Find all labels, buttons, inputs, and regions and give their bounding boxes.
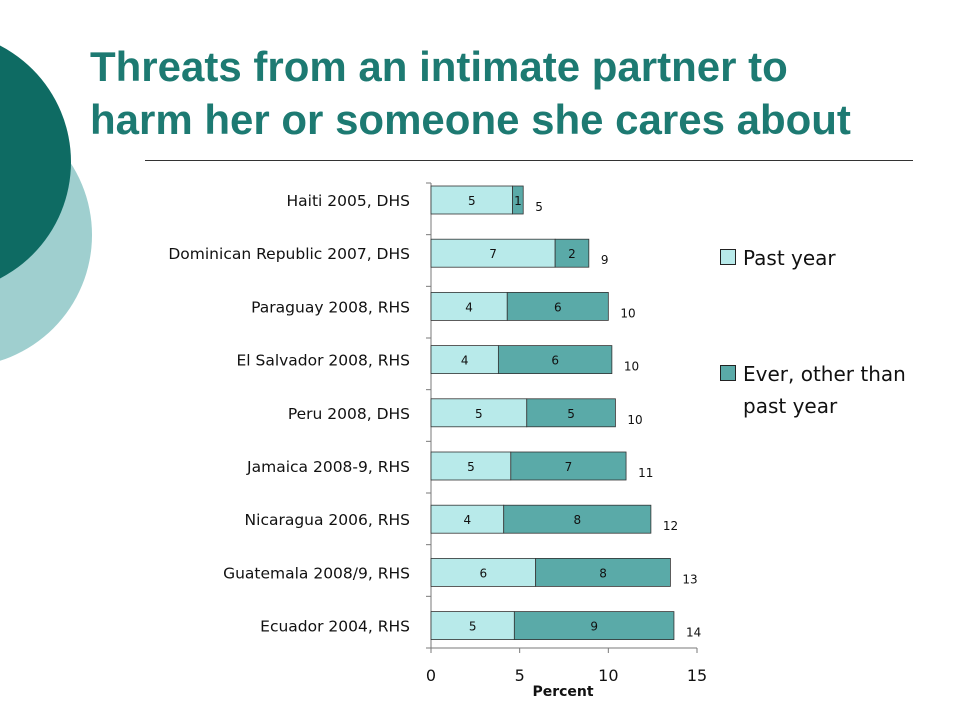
category-label: Guatemala 2008/9, RHS [223, 564, 410, 582]
bar-ever [513, 611, 675, 640]
bar-label-ever: 8 [573, 513, 581, 527]
bar-total-label: 10 [620, 306, 635, 320]
category-label: Peru 2008, DHS [288, 405, 410, 423]
bar-label-past-year: 5 [469, 620, 477, 634]
bar-past-year [430, 345, 499, 375]
x-tick-label: 10 [598, 666, 618, 685]
bar-total-label: 5 [535, 200, 543, 214]
legend-swatch-ever [720, 365, 736, 381]
bar-ever [510, 451, 627, 481]
bar-label-past-year: 6 [479, 566, 487, 580]
bar-total-label: 9 [601, 253, 609, 267]
legend-label-ever: Ever, other than past year [743, 362, 906, 418]
bar-total-label: 12 [663, 519, 678, 533]
title-line-2: harm her or someone she cares about [90, 96, 851, 143]
bar-label-past-year: 5 [467, 460, 475, 474]
bar-past-year [430, 451, 512, 481]
bar-label-past-year: 5 [475, 407, 483, 421]
bar-label-past-year: 4 [464, 513, 472, 527]
legend-item-past-year: Past year [720, 242, 953, 274]
bar-total-label: 10 [624, 360, 639, 374]
bar-label-ever: 6 [554, 300, 562, 314]
bar-ever [512, 185, 524, 215]
bar-label-past-year: 4 [461, 354, 469, 368]
title-line-1: Threats from an intimate partner to [90, 43, 788, 90]
legend-swatch-past-year [720, 249, 736, 265]
bar-ever [506, 291, 609, 321]
bar-label-ever: 9 [590, 620, 598, 634]
bar-ever [526, 398, 616, 428]
bar-past-year [430, 504, 505, 534]
legend-item-ever: Ever, other than past year [720, 358, 953, 422]
bar-ever [497, 345, 613, 375]
bar-total-label: 14 [686, 626, 701, 640]
title-divider [145, 160, 913, 161]
bar-label-past-year: 4 [465, 300, 473, 314]
x-tick-label: 5 [515, 666, 525, 685]
decorative-shapes [0, 45, 92, 361]
bar-ever [503, 504, 652, 534]
bar-ever [535, 558, 671, 587]
bar-total-label: 13 [682, 572, 697, 586]
bar-total-label: 10 [627, 413, 642, 427]
category-label: Haiti 2005, DHS [286, 192, 410, 210]
x-tick-label: 0 [426, 666, 436, 685]
bar-past-year [430, 398, 528, 428]
category-label: Paraguay 2008, RHS [251, 298, 410, 316]
x-axis-label: Percent [532, 684, 593, 700]
category-label: Nicaragua 2006, RHS [245, 511, 410, 529]
bar-ever [554, 238, 590, 268]
bar-label-ever: 7 [565, 460, 573, 474]
bar-total-label: 11 [638, 466, 653, 480]
category-label: Ecuador 2004, RHS [260, 618, 410, 636]
bar-label-ever: 6 [551, 354, 559, 368]
bar-past-year [430, 238, 556, 268]
category-label: Dominican Republic 2007, DHS [168, 245, 410, 263]
bar-label-past-year: 7 [489, 247, 497, 261]
bar-past-year [430, 291, 508, 321]
bar-label-ever: 1 [514, 194, 522, 208]
bar-label-past-year: 5 [468, 194, 476, 208]
slide-title: Threats from an intimate partner to harm… [90, 40, 940, 146]
decorative-circle-dark [0, 45, 71, 279]
category-label: El Salvador 2008, RHS [236, 352, 410, 370]
bar-label-ever: 8 [599, 566, 607, 580]
x-tick-label: 15 [687, 666, 707, 685]
bar-label-ever: 5 [567, 407, 575, 421]
legend-label-past-year: Past year [743, 246, 836, 270]
bar-past-year [430, 558, 537, 587]
bar-label-ever: 2 [568, 247, 576, 261]
category-label: Jamaica 2008-9, RHS [246, 458, 410, 476]
